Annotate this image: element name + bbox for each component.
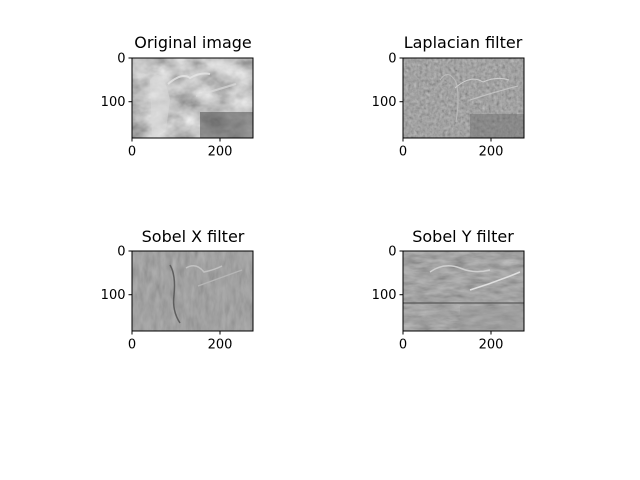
panel-title-original: Original image [134,33,252,52]
panel-title-sobel-y: Sobel Y filter [412,227,514,246]
x-tick-label: 0 [128,145,136,160]
x-tick-label: 200 [208,338,233,353]
y-tick-label: 100 [101,288,126,303]
y-tick-label: 100 [101,95,126,110]
x-tick-label: 200 [479,145,504,160]
axes-frame-sobel-y [402,250,525,332]
x-tick-label: 0 [399,145,407,160]
axes-frame-laplacian [402,57,525,139]
y-tick-label: 0 [388,245,396,260]
y-tick-label: 100 [372,288,397,303]
x-tick-label: 200 [479,338,504,353]
image-laplacian [403,58,524,138]
panel-title-sobel-x: Sobel X filter [141,227,245,246]
x-tick-label: 0 [128,338,136,353]
panel-title-laplacian: Laplacian filter [403,33,523,52]
ticks-layer: 0 200 0 100 0 200 0 100 0 200 0 100 0 200 0 100 [101,52,504,353]
axes-frame-sobel-x [131,250,254,332]
image-original [132,58,253,138]
x-tick-label: 200 [208,145,233,160]
image-sobel-x [132,251,253,331]
x-tick-label: 0 [399,338,407,353]
axes-frame-original [131,57,254,139]
y-tick-label: 0 [117,245,125,260]
image-sobel-y [403,251,524,331]
y-tick-label: 0 [388,52,396,67]
y-tick-label: 0 [117,52,125,67]
y-tick-label: 100 [372,95,397,110]
